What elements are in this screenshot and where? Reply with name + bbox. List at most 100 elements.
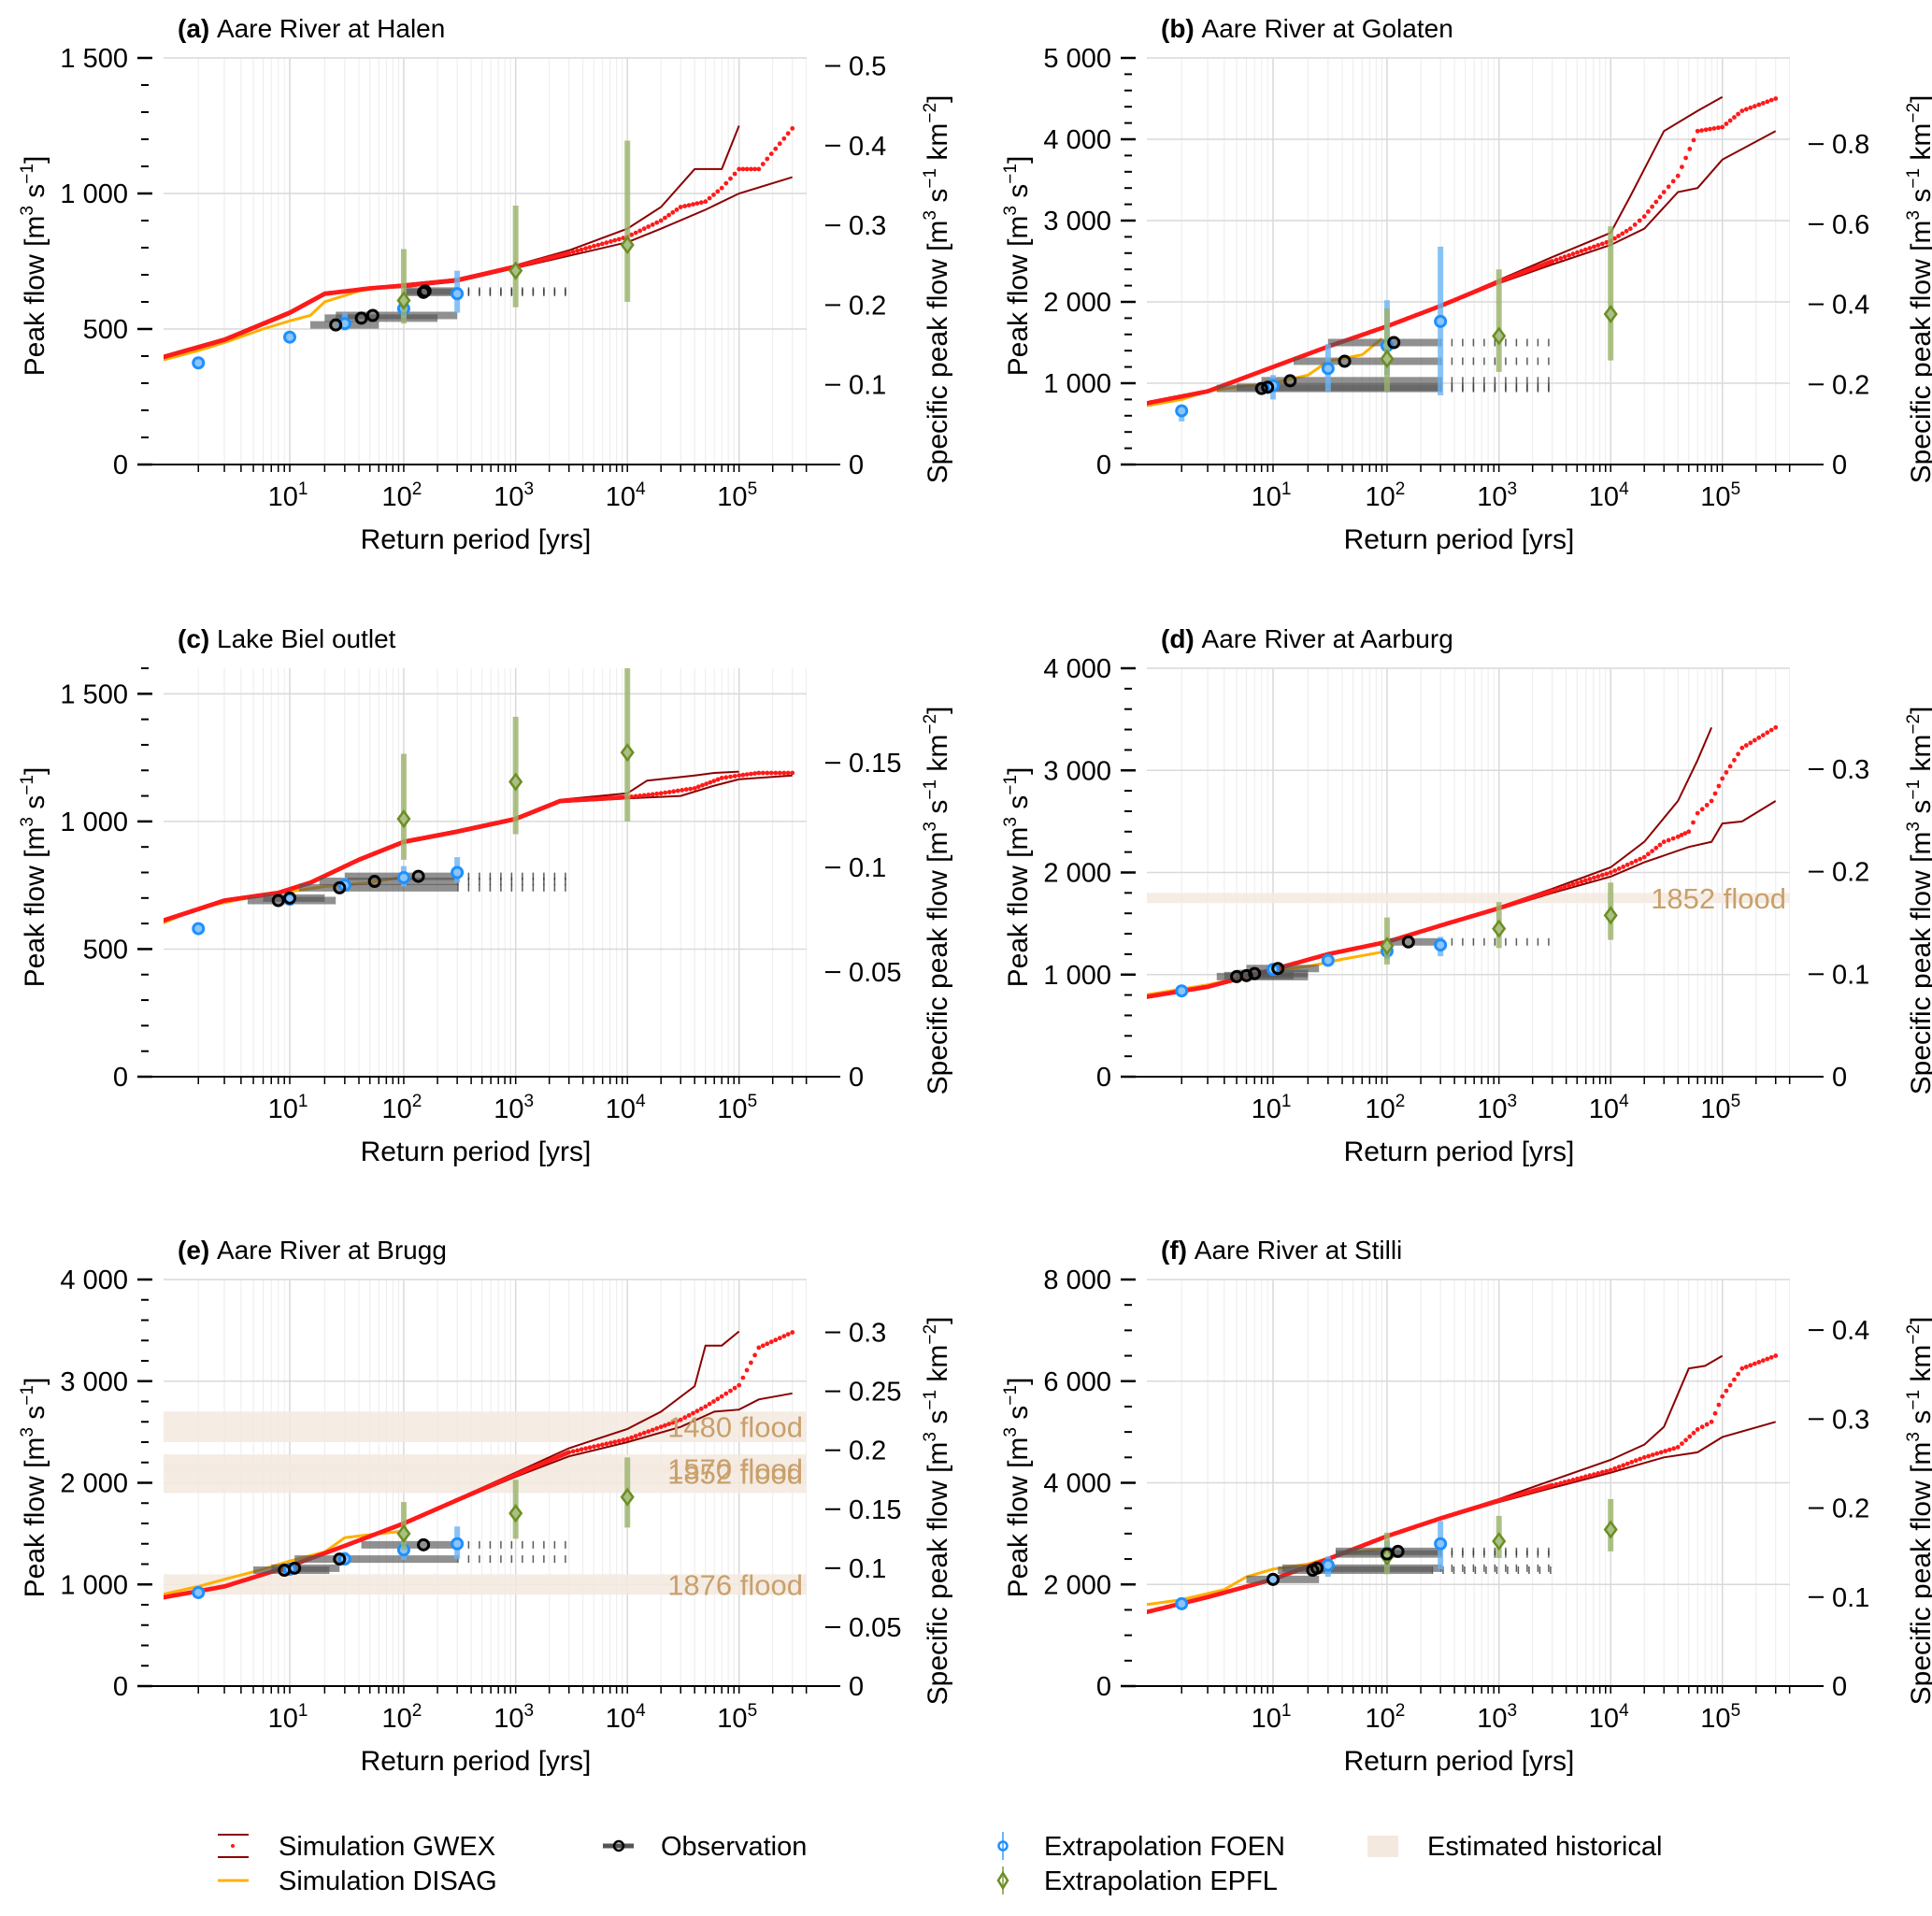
gwex-median-point (663, 215, 667, 221)
gwex-median-point (1683, 1437, 1688, 1443)
foen-point (1175, 1596, 1189, 1610)
gwex-median-point (1629, 1460, 1635, 1465)
panel-letter: (a) (178, 14, 217, 43)
gwex-median-point (1653, 845, 1659, 851)
x-tick-label: 103 (494, 1092, 534, 1124)
gwex-median-point (1709, 798, 1714, 804)
foen-point (1321, 953, 1335, 967)
gwex-median-point (1550, 888, 1555, 894)
gwex-median-point (1612, 1466, 1618, 1471)
gwex-median-point (678, 205, 683, 209)
epfl-point (1380, 349, 1395, 368)
gwex-median-point (1720, 124, 1725, 130)
gwex-median-point (1604, 239, 1610, 245)
epfl-point (620, 236, 635, 255)
gwex-median-point (1732, 757, 1737, 763)
right-y-axis-label: Specific peak flow [m3 s−1 km−2] (921, 707, 953, 1095)
foen-point (1434, 938, 1448, 952)
gwex-median-point (1575, 1476, 1580, 1481)
gwex-median-point (723, 180, 729, 186)
gwex-median-point (760, 162, 766, 166)
gwex-median-point (1579, 249, 1584, 253)
gwex-median-point (1691, 820, 1696, 825)
gwex-median-point (1686, 829, 1692, 835)
gwex-median-point (1704, 1422, 1710, 1427)
gwex-median-point (1670, 836, 1676, 841)
gwex-median-point (749, 771, 753, 777)
gwex-median-point (728, 774, 733, 779)
x-tick-exponent: 4 (1619, 1701, 1629, 1721)
gwex-median-point (592, 1444, 596, 1450)
x-tick-exponent: 2 (1395, 479, 1406, 499)
gwex-median-point (666, 790, 672, 794)
gwex-median-point (1641, 214, 1647, 220)
y-tick-label: 2 000 (1043, 288, 1111, 318)
foen-point (396, 870, 410, 884)
gwex-median-point (654, 791, 660, 796)
y-tick-label: 1 500 (60, 679, 128, 709)
gwex-median-point (646, 1429, 651, 1434)
gwex-median-point (650, 222, 655, 227)
epfl-point (1492, 1531, 1507, 1551)
x-tick-label: 104 (1589, 1092, 1629, 1124)
right-y-tick-label: 0.1 (1832, 960, 1869, 990)
gwex-median-point (1739, 1366, 1745, 1371)
panel-title: (b) Aare River at Golaten (1161, 14, 1453, 43)
observation-point (417, 1537, 431, 1551)
gwex-median-point (768, 151, 774, 157)
observation-point (1283, 374, 1297, 388)
panel-title: (e) Aare River at Brugg (178, 1236, 447, 1265)
historical-label: 1876 flood (667, 1568, 803, 1601)
y-tick-label: 2 000 (60, 1469, 128, 1499)
gwex-median-point (1670, 179, 1676, 184)
x-tick-label: 103 (1477, 479, 1517, 512)
gwex-median-point (1596, 874, 1601, 879)
x-tick-label: 105 (1700, 1092, 1740, 1124)
gwex-median-point (579, 247, 584, 252)
gwex-median-point (1624, 228, 1629, 234)
historical-label: 1852 flood (1651, 882, 1786, 915)
gwex-median-point (583, 1446, 588, 1451)
observation-point (271, 894, 285, 908)
gwex-median-point (1583, 1474, 1588, 1480)
right-y-tick-label: 0.4 (1832, 291, 1869, 321)
gwex-median-point (633, 230, 638, 236)
legend-historical-label: Estimated historical (1427, 1832, 1662, 1862)
gwex-median-point (1558, 1480, 1564, 1486)
y-axis-label: Peak flow [m3 s−1] (1001, 767, 1034, 988)
gwex-median-point (1752, 1361, 1757, 1366)
gwex-median-point (711, 193, 716, 197)
x-tick-exponent: 5 (1731, 1701, 1741, 1721)
gwex-median-point (1653, 199, 1659, 205)
gwex-median-point (566, 1450, 572, 1455)
gwex-median-point (1661, 839, 1667, 845)
gwex-median-point (650, 1427, 655, 1433)
y-tick-label: 2 000 (1043, 1570, 1111, 1600)
y-tick-label: 3 000 (60, 1367, 128, 1397)
gwex-median-point (781, 1334, 787, 1338)
historical-label: 1852 flood (667, 1458, 803, 1491)
y-tick-label: 1 000 (60, 808, 128, 837)
foen-point (451, 287, 465, 301)
gwex-median-point (1716, 783, 1722, 789)
gwex-median-point (1703, 127, 1709, 133)
y-tick-label: 5 000 (1043, 44, 1111, 74)
x-tick-exponent: 1 (1281, 1092, 1292, 1111)
right-y-tick-label: 0.1 (849, 1554, 886, 1584)
gwex-median-point (1695, 128, 1700, 134)
gwex-median-point (1629, 860, 1635, 865)
observation-point (1338, 354, 1352, 368)
gwex-median-point (1712, 791, 1718, 796)
gwex-median-point (666, 1422, 671, 1426)
observation-point (333, 880, 347, 894)
gwex-median-point (1562, 254, 1567, 260)
gwex-median-point (723, 1391, 729, 1396)
gwex-median-point (719, 185, 724, 191)
right-y-tick-label: 0.1 (849, 371, 886, 401)
gwex-median-point (1743, 107, 1749, 112)
gwex-median-point (1562, 884, 1567, 890)
gwex-median-point (1748, 740, 1753, 746)
disag-line (164, 284, 394, 362)
